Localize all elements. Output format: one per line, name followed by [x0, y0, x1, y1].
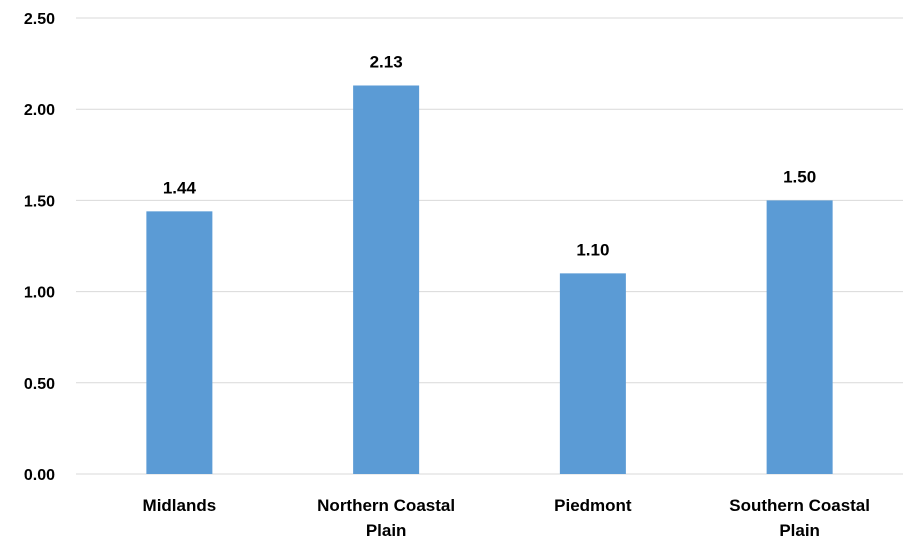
category-label: Southern Coastal [729, 496, 870, 515]
y-axis-tick-labels: 0.00 0.50 1.00 1.50 2.00 2.50 [24, 11, 55, 484]
bar [559, 273, 626, 474]
y-tick-label: 1.50 [24, 193, 55, 210]
bar [146, 211, 213, 474]
data-label: 2.13 [370, 52, 403, 71]
y-tick-label: 2.00 [24, 102, 55, 119]
y-tick-label: 0.00 [24, 467, 55, 484]
category-label: Plain [779, 521, 820, 540]
category-label: Northern Coastal [317, 496, 455, 515]
bar [766, 200, 833, 474]
data-label: 1.10 [576, 240, 609, 259]
category-label: Piedmont [554, 496, 632, 515]
x-axis-category-labels: Midlands Northern Coastal Plain Piedmont Sou… [143, 496, 870, 540]
data-label: 1.50 [783, 167, 816, 186]
category-label: Midlands [143, 496, 217, 515]
y-tick-label: 2.50 [24, 11, 55, 28]
gridlines [76, 17, 903, 475]
data-label: 1.44 [163, 178, 197, 197]
bars [146, 85, 833, 474]
y-tick-label: 1.00 [24, 285, 55, 302]
data-labels: 1.44 2.13 1.10 1.50 [163, 52, 816, 259]
y-tick-label: 0.50 [24, 376, 55, 393]
bar [353, 85, 420, 474]
category-label: Plain [366, 521, 407, 540]
